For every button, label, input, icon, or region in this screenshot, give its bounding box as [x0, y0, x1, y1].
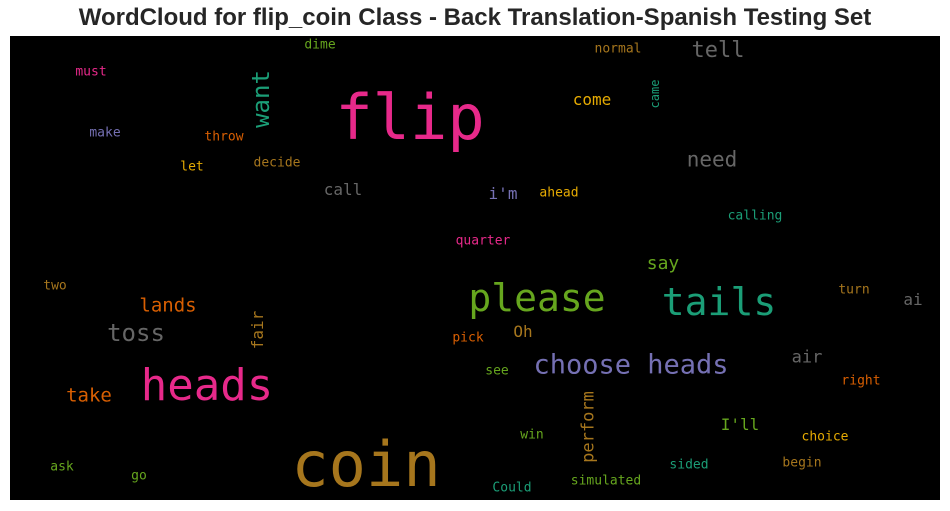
- word-turn: turn: [838, 282, 870, 298]
- word-two: two: [43, 278, 67, 294]
- word-sided: sided: [669, 457, 709, 473]
- word-oh: Oh: [513, 322, 533, 341]
- word-choice: choice: [801, 429, 849, 445]
- word-right: right: [841, 373, 881, 389]
- word-normal: normal: [594, 41, 642, 57]
- word-simulated: simulated: [570, 473, 642, 489]
- chart-title: WordCloud for flip_coin Class - Back Tra…: [78, 4, 872, 31]
- word-make: make: [89, 125, 121, 141]
- word-see: see: [485, 363, 509, 379]
- word-lands: lands: [139, 294, 197, 317]
- word-need: need: [686, 147, 738, 172]
- word-quarter: quarter: [455, 233, 511, 249]
- word-begin: begin: [782, 455, 822, 471]
- word-throw: throw: [204, 129, 244, 145]
- word-let: let: [180, 159, 204, 175]
- word-could: Could: [492, 480, 532, 496]
- word-heads: heads: [140, 360, 274, 411]
- word-say: say: [646, 253, 680, 274]
- word-coin: coin: [291, 428, 441, 500]
- word-came: came: [648, 79, 662, 109]
- word-i-m: i'm: [488, 184, 518, 203]
- word-come: come: [572, 90, 612, 109]
- word-calling: calling: [727, 208, 783, 224]
- word-toss: toss: [107, 319, 165, 347]
- word-perform: perform: [578, 391, 599, 463]
- word-please: please: [468, 276, 606, 320]
- word-dime: dime: [304, 37, 336, 53]
- word-decide: decide: [253, 155, 301, 171]
- wordcloud-canvas: coin flip heads please tails choose heads toss…: [10, 36, 940, 500]
- word-choose-heads: choose heads: [533, 349, 729, 381]
- word-tell: tell: [691, 38, 745, 63]
- word-win: win: [520, 427, 544, 443]
- word-must: must: [75, 64, 107, 80]
- word-tails: tails: [661, 280, 777, 324]
- word-take: take: [66, 384, 112, 407]
- word-air: air: [791, 347, 823, 368]
- word-i-ll: I'll: [720, 415, 760, 434]
- word-go: go: [131, 468, 147, 484]
- word-pick: pick: [452, 330, 484, 346]
- word-ahead: ahead: [539, 185, 579, 201]
- word-ai: ai: [903, 290, 923, 309]
- word-fair: fair: [248, 310, 267, 350]
- word-ask: ask: [50, 459, 74, 475]
- word-want: want: [247, 70, 275, 128]
- word-call: call: [323, 180, 363, 199]
- word-flip: flip: [335, 81, 485, 154]
